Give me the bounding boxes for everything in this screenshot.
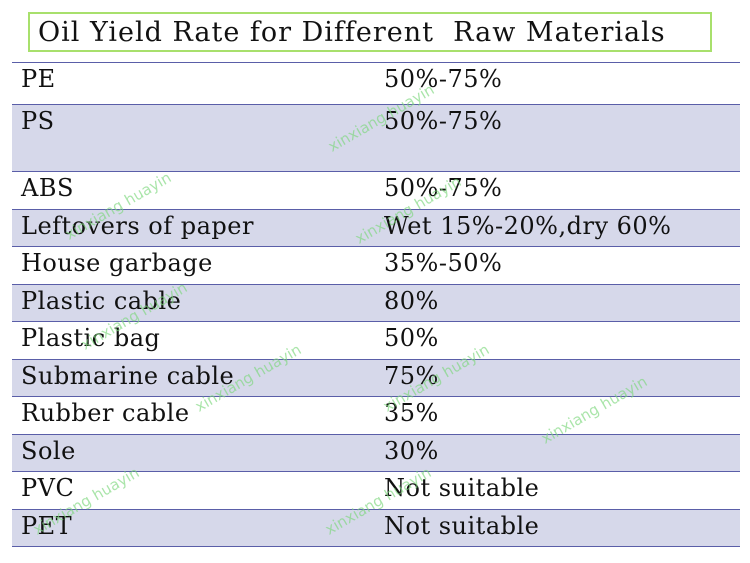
rate-cell: 50%-75%: [384, 174, 503, 202]
material-cell: Submarine cable: [21, 362, 235, 390]
rate-cell: 30%: [384, 437, 439, 465]
rate-cell: Not suitable: [384, 474, 540, 502]
rate-cell: 80%: [384, 287, 439, 315]
material-cell: PET: [21, 512, 73, 540]
table-title-box: Oil Yield Rate for Different Raw Materia…: [28, 12, 712, 52]
table-title: Oil Yield Rate for Different Raw Materia…: [38, 16, 666, 48]
table-row: PS 50%-75%: [12, 104, 740, 171]
material-cell: Plastic bag: [21, 324, 161, 352]
rate-cell: 50%: [384, 324, 439, 352]
rate-cell: 75%: [384, 362, 439, 390]
material-cell: Sole: [21, 437, 76, 465]
table-row: PET Not suitable: [12, 509, 740, 547]
table-row: ABS 50%-75%: [12, 171, 740, 209]
rate-cell: 50%-75%: [384, 65, 503, 93]
rate-cell: 50%-75%: [384, 107, 503, 135]
material-cell: ABS: [21, 174, 74, 202]
table-row: Leftovers of paper Wet 15%-20%,dry 60%: [12, 209, 740, 246]
table-row: PVC Not suitable: [12, 471, 740, 509]
rate-cell: Wet 15%-20%,dry 60%: [384, 212, 672, 240]
rate-cell: Not suitable: [384, 512, 540, 540]
table-row: Sole 30%: [12, 434, 740, 471]
table-row: House garbage 35%-50%: [12, 246, 740, 284]
table-row: Rubber cable 35%: [12, 396, 740, 434]
table-row: PE 50%-75%: [12, 62, 740, 104]
table-row: Plastic cable 80%: [12, 284, 740, 321]
material-cell: PS: [21, 107, 55, 135]
table-row: Plastic bag 50%: [12, 321, 740, 359]
table-row: Submarine cable 75%: [12, 359, 740, 396]
material-cell: Rubber cable: [21, 399, 190, 427]
material-cell: PVC: [21, 474, 75, 502]
material-cell: Leftovers of paper: [21, 212, 254, 240]
material-cell: House garbage: [21, 249, 213, 277]
material-cell: Plastic cable: [21, 287, 182, 315]
oil-yield-table: PE 50%-75% PS 50%-75% ABS 50%-75% Leftov…: [12, 62, 740, 547]
material-cell: PE: [21, 65, 56, 93]
rate-cell: 35%-50%: [384, 249, 503, 277]
rate-cell: 35%: [384, 399, 439, 427]
